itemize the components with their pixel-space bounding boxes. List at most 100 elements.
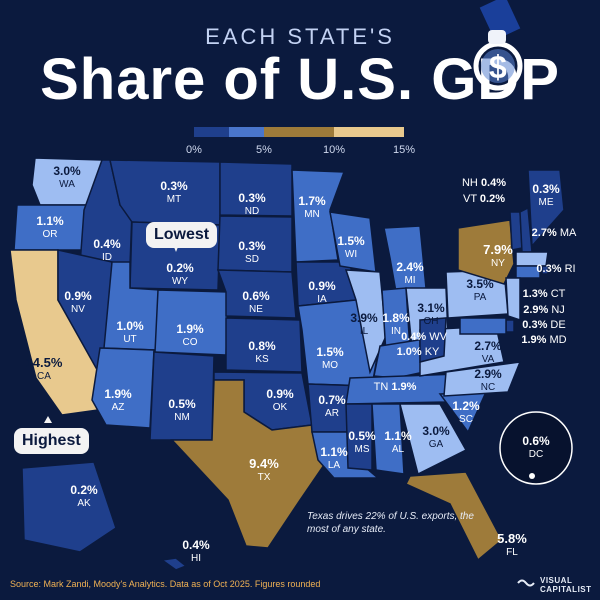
texas-note: Texas drives 22% of U.S. exports, the mo…: [307, 511, 474, 535]
state-wv[interactable]: [419, 317, 447, 363]
state-nd[interactable]: [219, 161, 293, 217]
state-abbr-wi: WI: [345, 249, 357, 260]
state-value-ok: 0.9%: [266, 387, 294, 401]
state-value-in: 1.8%: [382, 311, 410, 325]
state-ak[interactable]: [21, 461, 117, 553]
state-abbr-pa: PA: [474, 292, 487, 303]
title-headline: Share of U.S. GDP: [40, 47, 560, 112]
state-value-ri: 0.3%: [536, 263, 564, 275]
state-abbr-ok: OK: [273, 402, 288, 413]
legend-seg-gold-dark: [264, 127, 334, 137]
state-value-ky: 1.0%: [397, 346, 425, 358]
legend-bar: [194, 127, 404, 137]
state-ct[interactable]: [515, 265, 541, 279]
state-hi[interactable]: [160, 557, 188, 571]
state-abbr-ks: KS: [255, 354, 269, 365]
state-abbr-ma: MA: [560, 227, 577, 239]
state-nj[interactable]: [505, 277, 521, 322]
state-value-ny: 7.9%: [483, 242, 513, 257]
state-label-vt: VT 0.2%: [463, 193, 505, 205]
brand-line-1: VISUAL: [540, 576, 573, 585]
state-value-mo: 1.5%: [316, 345, 344, 359]
state-value-ct: 1.3%: [523, 288, 551, 300]
state-value-fl: 5.8%: [497, 531, 527, 546]
state-abbr-va: VA: [482, 354, 495, 365]
state-abbr-ct: CT: [551, 288, 566, 300]
state-nc[interactable]: [443, 361, 522, 397]
legend-label-0: 0%: [186, 144, 202, 156]
state-value-de: 0.3%: [522, 319, 550, 331]
state-me[interactable]: [527, 169, 565, 248]
state-abbr-az: AZ: [112, 402, 125, 413]
svg-text:$: $: [489, 49, 507, 85]
state-value-ia: 0.9%: [308, 279, 336, 293]
state-dc[interactable]: [529, 473, 535, 479]
state-value-al: 1.1%: [384, 429, 412, 443]
dc-inset-circle: [499, 411, 573, 485]
state-value-oh: 3.1%: [417, 301, 445, 315]
state-value-id: 0.4%: [93, 237, 121, 251]
brand-name: VISUAL CAPITALIST: [540, 576, 592, 594]
state-ks[interactable]: [225, 317, 303, 373]
state-abbr-sd: SD: [245, 254, 259, 265]
state-value-ak: 0.2%: [70, 483, 98, 497]
state-value-ar: 0.7%: [318, 393, 346, 407]
state-abbr-in: IN: [391, 326, 401, 337]
state-ga[interactable]: [399, 403, 468, 476]
state-value-nd: 0.3%: [238, 191, 266, 205]
state-abbr-ia: IA: [317, 294, 327, 305]
state-abbr-ri: RI: [565, 263, 576, 275]
state-de[interactable]: [505, 319, 515, 333]
source-footer: Source: Mark Zandi, Moody's Analytics. D…: [10, 579, 321, 589]
state-abbr-nd: ND: [245, 206, 259, 217]
state-value-ks: 0.8%: [248, 339, 276, 353]
state-ne[interactable]: [216, 269, 297, 319]
state-ms[interactable]: [345, 403, 373, 471]
state-value-nv: 0.9%: [64, 289, 92, 303]
state-abbr-nm: NM: [174, 412, 190, 423]
visual-capitalist-logo-icon: [517, 579, 535, 587]
state-fl[interactable]: [404, 471, 503, 562]
state-abbr-dc: DC: [529, 449, 543, 460]
state-abbr-ne: NE: [249, 304, 263, 315]
brand-line-2: CAPITALIST: [540, 585, 592, 594]
state-az[interactable]: [91, 347, 155, 429]
state-value-mi: 2.4%: [396, 260, 424, 274]
state-ri[interactable]: [541, 265, 549, 275]
state-abbr-or: OR: [43, 229, 58, 240]
state-abbr-fl: FL: [506, 547, 518, 558]
state-label-tn: TN 1.9%: [374, 381, 417, 393]
state-abbr-nh: NH: [462, 177, 481, 189]
state-md[interactable]: [459, 317, 507, 335]
state-value-dc: 0.6%: [522, 434, 550, 448]
state-abbr-wy: WY: [172, 276, 188, 287]
legend-seg-blue-mid: [229, 127, 264, 137]
state-label-ma: 2.7% MA: [532, 227, 577, 239]
highest-callout: Highest: [14, 428, 89, 454]
state-al[interactable]: [371, 403, 405, 475]
state-label-md: 1.9% MD: [521, 334, 566, 346]
state-abbr-me: ME: [539, 197, 554, 208]
magnifier-hand-illustration: $: [473, 0, 523, 91]
state-value-hi: 0.4%: [182, 538, 210, 552]
state-abbr-tn: TN: [374, 381, 392, 393]
title-kicker: EACH STATE'S: [205, 24, 395, 49]
legend-labels: 0% 5% 10% 15%: [0, 144, 600, 160]
state-abbr-nj: NJ: [551, 304, 564, 316]
state-abbr-md: MD: [550, 334, 567, 346]
state-value-sd: 0.3%: [238, 239, 266, 253]
state-value-tn: 1.9%: [391, 381, 416, 393]
state-value-nm: 0.5%: [168, 397, 196, 411]
state-ny[interactable]: [457, 219, 515, 285]
state-value-ma: 2.7%: [532, 227, 560, 239]
state-value-md: 1.9%: [521, 334, 549, 346]
state-abbr-il: IL: [360, 326, 369, 337]
legend-seg-gold-light: [334, 127, 404, 137]
legend-label-10: 10%: [322, 144, 346, 156]
state-nm[interactable]: [149, 351, 215, 441]
state-abbr-ca: CA: [37, 371, 51, 382]
state-abbr-nv: NV: [71, 304, 85, 315]
state-abbr-mt: MT: [167, 194, 181, 205]
state-abbr-hi: HI: [191, 553, 201, 564]
